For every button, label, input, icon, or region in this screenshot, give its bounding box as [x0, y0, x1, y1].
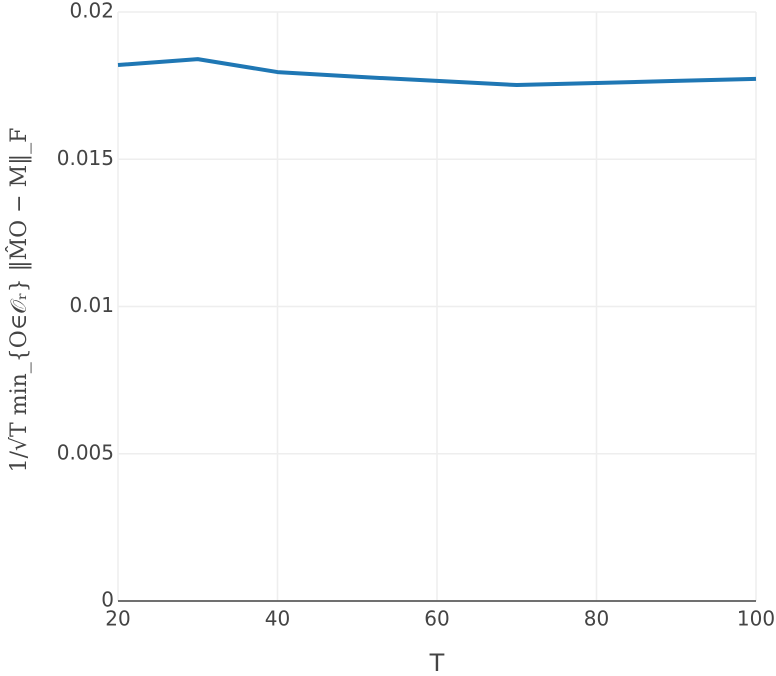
y-axis-label: 1/√T min_{O∈𝒪ᵣ} ‖M̂O − M‖_F: [6, 128, 32, 473]
y-tick-label: 0.005: [57, 440, 114, 464]
x-tick-label: 100: [737, 607, 775, 631]
data-line: [117, 57, 757, 88]
y-tick-label: 0.01: [69, 293, 114, 317]
x-tick-label: 20: [105, 607, 130, 631]
y-tick-label: 0.02: [69, 0, 114, 23]
x-tick-label: 40: [265, 607, 290, 631]
x-tick-label: 80: [584, 607, 609, 631]
x-tick-label: 60: [424, 607, 449, 631]
y-tick-label: 0: [101, 588, 114, 612]
y-tick-label: 0.015: [57, 146, 114, 170]
x-axis-label: T: [429, 649, 445, 676]
